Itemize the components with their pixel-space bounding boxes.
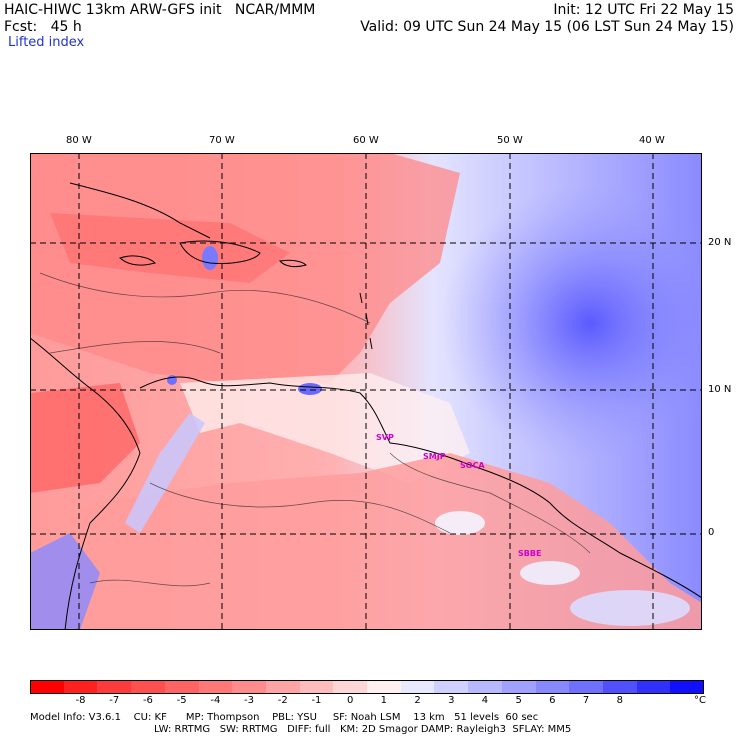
- colorbar-tick-label: -7: [109, 695, 120, 706]
- map-svg: [30, 153, 702, 630]
- colorbar-swatch: [367, 680, 402, 694]
- coast-puerto-rico: [279, 259, 307, 268]
- colorbar-swatch: [131, 680, 166, 694]
- unstable-core-antilles: [50, 213, 290, 283]
- colorbar-swatch: [232, 680, 267, 694]
- colorbar-swatch: [63, 680, 98, 694]
- coastlines: [30, 182, 702, 630]
- colorbar-tick-label: 7: [582, 695, 590, 706]
- colorbar-tick-label: -4: [210, 695, 221, 706]
- forecast-hour: Fcst: 45 h: [4, 19, 82, 35]
- coast-south-america-north: [139, 376, 702, 599]
- station-label-svp: SVP: [376, 433, 394, 442]
- colorbar-swatch: [400, 680, 435, 694]
- stable-strip-andes: [125, 413, 205, 533]
- valid-time: Valid: 09 UTC Sun 24 May 15 (06 LST Sun …: [360, 19, 734, 35]
- colorbar-swatch: [265, 680, 301, 694]
- colorbar-tick-label: -8: [75, 695, 86, 706]
- latlon-grid: [30, 153, 702, 630]
- lon-label-40w: 40 W: [639, 135, 665, 146]
- lat-label-0: 0: [708, 527, 715, 538]
- colorbar-swatch: [434, 680, 469, 694]
- coast-jamaica: [119, 255, 156, 266]
- coast-cuba: [69, 182, 211, 239]
- colorbar-tick-label: 4: [481, 695, 489, 706]
- colorbar-tick-label: 5: [515, 695, 522, 706]
- colorbar-tick-label: 0: [346, 695, 354, 706]
- colorbar-swatch: [30, 680, 65, 694]
- colorbar-tick-label: 2: [414, 695, 421, 706]
- colorbar-tick-label: -6: [142, 695, 153, 706]
- colorbar-swatch: [164, 680, 199, 694]
- unstable-region-south-america: [30, 453, 702, 630]
- contour-3: [149, 482, 451, 534]
- colorbar-tick-label: -3: [244, 695, 255, 706]
- neutral-patch-amazon-1: [435, 511, 485, 535]
- stable-region-east: [440, 183, 702, 463]
- colorbar-swatch: [198, 680, 233, 694]
- stable-spot-coast: [167, 375, 177, 385]
- lat-label-20n: 20 N: [708, 237, 732, 248]
- lon-label-70w: 70 W: [209, 135, 235, 146]
- stable-region-pacific: [30, 533, 100, 630]
- stable-spot-hispaniola: [202, 246, 218, 270]
- colorbar-tick-label: 6: [549, 695, 556, 706]
- colorbar-tick-label: -1: [311, 695, 322, 706]
- colorbar-swatch: [501, 680, 536, 694]
- colorbar-tick-label: 1: [380, 695, 388, 706]
- lat-label-10n: 10 N: [708, 384, 732, 395]
- colorbar-swatch: [299, 680, 334, 694]
- colorbar-unit: °C: [694, 695, 706, 706]
- colorbar-swatch: [602, 680, 638, 694]
- colorbar: [30, 680, 705, 694]
- colorbar-swatch: [569, 680, 604, 694]
- coast-south-america-west: [64, 522, 91, 630]
- lon-label-80w: 80 W: [66, 135, 92, 146]
- station-label-sbbe: SBBE: [518, 549, 542, 558]
- colorbar-swatch: [636, 680, 671, 694]
- colorbar-swatch: [333, 680, 368, 694]
- model-info-line2: LW: RRTMG SW: RRTMG DIFF: full KM: 2D Sm…: [154, 724, 572, 735]
- stable-spot-caribbean: [298, 383, 322, 395]
- init-time: Init: 12 UTC Fri 22 May 15: [553, 2, 734, 18]
- unstable-region-central-america: [30, 383, 140, 493]
- contour-4: [389, 452, 591, 554]
- colorbar-swatch: [535, 680, 570, 694]
- contours: [39, 272, 591, 587]
- colorbar-swatch: [468, 680, 503, 694]
- contour-5: [89, 579, 211, 587]
- field-name: Lifted index: [8, 35, 85, 50]
- station-label-smjp: SMJP: [423, 452, 446, 461]
- map-frame: [30, 153, 702, 630]
- lon-label-60w: 60 W: [353, 135, 379, 146]
- run-title: HAIC-HIWC 13km ARW-GFS init NCAR/MMM: [4, 2, 316, 18]
- neutral-patch-amazon-2: [520, 561, 580, 585]
- coast-central-america: [30, 337, 141, 524]
- colorbar-tick-label: 8: [616, 695, 623, 706]
- station-label-soca: SOCA: [460, 461, 485, 470]
- lifted-index-map: SVP SMJP SOCA SBBE: [30, 153, 702, 630]
- colorbar-outline: [30, 680, 704, 694]
- lon-label-50w: 50 W: [497, 135, 523, 146]
- model-info-line1: Model Info: V3.6.1 CU: KF MP: Thompson P…: [30, 712, 539, 723]
- neutral-patch-atlantic-south: [570, 590, 690, 626]
- colorbar-tick-label: -5: [176, 695, 187, 706]
- coast-hispaniola: [179, 240, 261, 264]
- colorbar-tick-label: 3: [448, 695, 455, 706]
- neutral-band-venezuela: [180, 373, 470, 483]
- colorbar-swatch: [670, 680, 705, 694]
- colorbar-swatch: [97, 680, 132, 694]
- contour-1: [39, 272, 371, 324]
- contour-2: [49, 341, 221, 354]
- colorbar-tick-label: -2: [277, 695, 288, 706]
